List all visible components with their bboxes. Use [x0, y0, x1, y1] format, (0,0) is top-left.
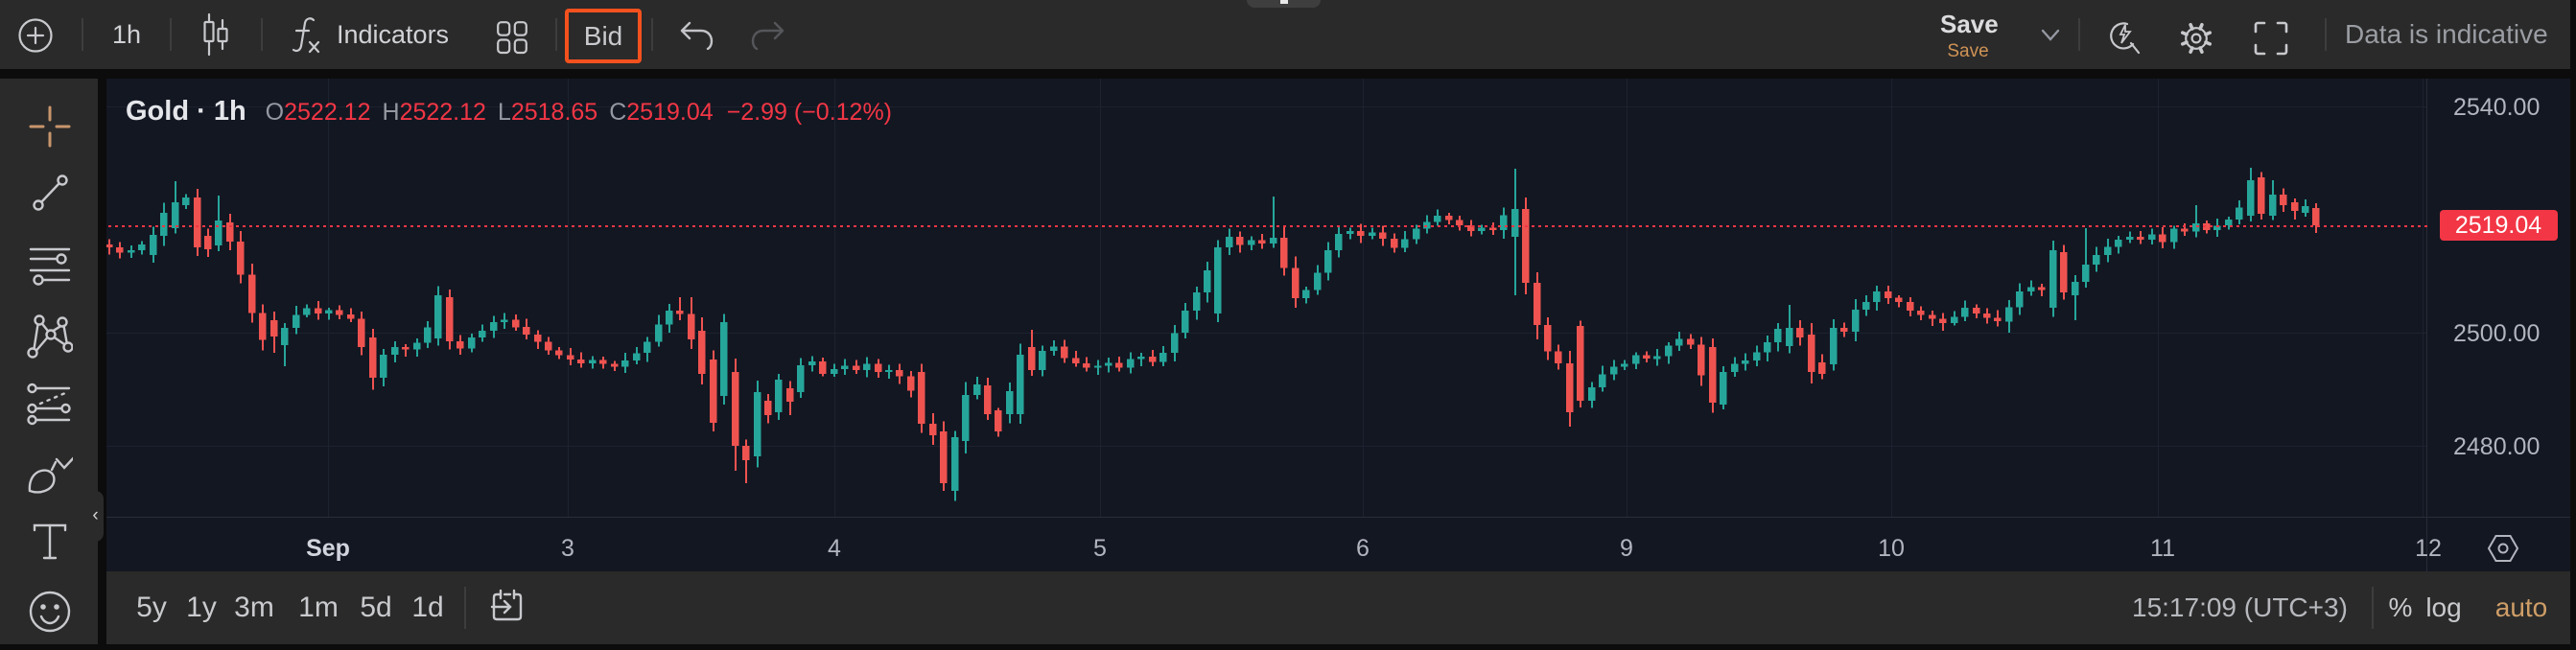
svg-text:4: 4 [828, 535, 841, 562]
svg-text:9: 9 [1620, 535, 1633, 562]
svg-text:10: 10 [1878, 535, 1905, 562]
svg-text:5: 5 [1093, 535, 1107, 562]
svg-text:12: 12 [2415, 535, 2442, 562]
svg-text:6: 6 [1356, 535, 1370, 562]
svg-text:2500.00: 2500.00 [2453, 320, 2540, 347]
svg-text:Sep: Sep [306, 535, 350, 562]
svg-text:2540.00: 2540.00 [2453, 94, 2540, 121]
svg-text:3: 3 [561, 535, 574, 562]
svg-text:2480.00: 2480.00 [2453, 433, 2540, 460]
svg-text:11: 11 [2150, 535, 2175, 562]
svg-text:2519.04: 2519.04 [2455, 212, 2541, 239]
